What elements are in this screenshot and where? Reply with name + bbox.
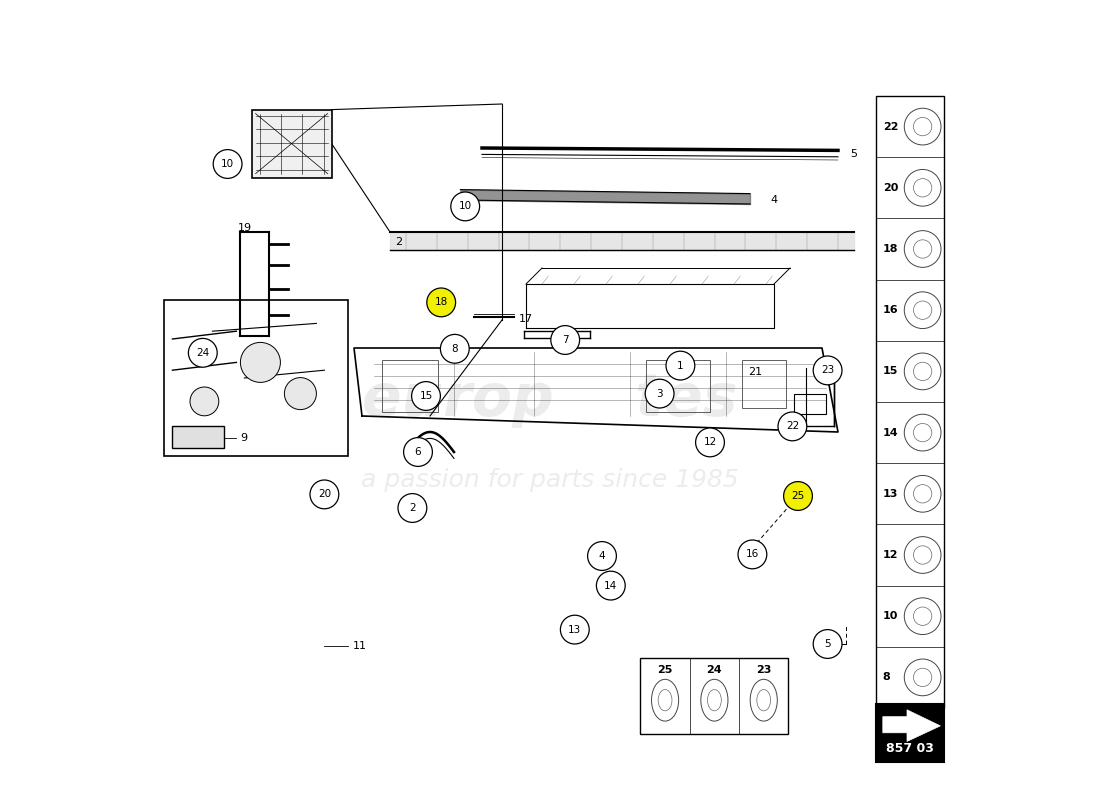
Text: 4: 4: [598, 551, 605, 561]
Text: 13: 13: [883, 489, 899, 499]
Circle shape: [778, 412, 806, 441]
Circle shape: [560, 615, 590, 644]
Circle shape: [596, 571, 625, 600]
Circle shape: [738, 540, 767, 569]
Text: 3: 3: [657, 389, 663, 398]
Text: 9: 9: [241, 434, 248, 443]
Circle shape: [646, 379, 674, 408]
Text: 22: 22: [883, 122, 899, 131]
Text: 23: 23: [821, 366, 834, 375]
Text: 7: 7: [562, 335, 569, 345]
Text: 857 03: 857 03: [887, 742, 934, 755]
Text: 2: 2: [395, 237, 402, 246]
Bar: [640, 658, 789, 734]
Text: 24: 24: [706, 665, 723, 674]
Text: 16: 16: [746, 550, 759, 559]
Text: 10: 10: [221, 159, 234, 169]
Bar: [252, 110, 331, 178]
Bar: [877, 96, 945, 708]
Text: 5: 5: [824, 639, 830, 649]
Text: 20: 20: [318, 490, 331, 499]
Text: 22: 22: [785, 422, 799, 431]
Text: 14: 14: [883, 427, 899, 438]
Text: 8: 8: [883, 672, 891, 682]
Circle shape: [813, 356, 842, 385]
Text: 6: 6: [415, 447, 421, 457]
Text: 13: 13: [569, 625, 582, 634]
Text: 1: 1: [678, 361, 684, 370]
Circle shape: [310, 480, 339, 509]
Text: 5: 5: [850, 149, 857, 158]
Text: 18: 18: [883, 244, 899, 254]
Circle shape: [813, 630, 842, 658]
Text: 10: 10: [459, 202, 472, 211]
Text: 15: 15: [883, 366, 899, 377]
Text: 4: 4: [770, 195, 777, 205]
Text: 12: 12: [703, 438, 716, 447]
Circle shape: [440, 334, 470, 363]
Text: 16: 16: [883, 306, 899, 315]
Circle shape: [190, 387, 219, 416]
Text: 2: 2: [409, 503, 416, 513]
Circle shape: [427, 288, 455, 317]
Circle shape: [666, 351, 695, 380]
Bar: [742, 360, 786, 408]
Text: 25: 25: [658, 665, 673, 674]
Text: 23: 23: [756, 665, 771, 674]
Text: 21: 21: [748, 367, 762, 377]
Bar: [794, 394, 826, 414]
Text: 12: 12: [883, 550, 899, 560]
Text: a passion for parts since 1985: a passion for parts since 1985: [361, 468, 739, 492]
Text: 10: 10: [883, 611, 899, 621]
Text: 25: 25: [791, 491, 804, 501]
Text: 19: 19: [238, 223, 252, 233]
Text: europ    tes: europ tes: [362, 371, 738, 429]
Bar: [646, 360, 710, 412]
Text: 14: 14: [604, 581, 617, 590]
Bar: [382, 360, 438, 412]
Circle shape: [188, 338, 217, 367]
Text: 18: 18: [434, 298, 448, 307]
Circle shape: [587, 542, 616, 570]
Circle shape: [285, 378, 317, 410]
Circle shape: [213, 150, 242, 178]
Text: 24: 24: [196, 348, 209, 358]
Circle shape: [783, 482, 813, 510]
Circle shape: [451, 192, 480, 221]
Circle shape: [398, 494, 427, 522]
Text: 11: 11: [352, 641, 366, 650]
Circle shape: [404, 438, 432, 466]
Circle shape: [241, 342, 280, 382]
Circle shape: [551, 326, 580, 354]
Bar: [173, 426, 224, 448]
Bar: [164, 300, 349, 456]
Text: 20: 20: [883, 182, 899, 193]
Polygon shape: [883, 710, 940, 742]
Circle shape: [411, 382, 440, 410]
Text: 17: 17: [519, 314, 532, 324]
Text: 15: 15: [419, 391, 432, 401]
Bar: [877, 704, 945, 762]
Text: 8: 8: [451, 344, 458, 354]
Circle shape: [695, 428, 725, 457]
